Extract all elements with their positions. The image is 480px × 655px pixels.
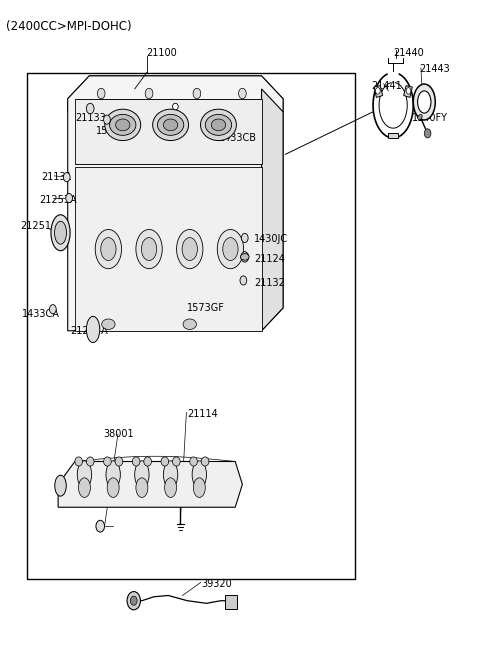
Circle shape xyxy=(96,520,105,532)
Text: 1140FY: 1140FY xyxy=(412,113,448,123)
Text: (2400CC>MPI-DOHC): (2400CC>MPI-DOHC) xyxy=(6,20,132,33)
Text: 21443: 21443 xyxy=(420,64,450,74)
Ellipse shape xyxy=(107,478,119,497)
Ellipse shape xyxy=(418,91,431,113)
Ellipse shape xyxy=(223,238,238,261)
Bar xyxy=(27,73,355,579)
Polygon shape xyxy=(68,76,283,331)
Polygon shape xyxy=(75,168,262,331)
Circle shape xyxy=(424,129,431,138)
Ellipse shape xyxy=(106,461,120,488)
Ellipse shape xyxy=(75,457,83,466)
Circle shape xyxy=(66,193,72,202)
Text: 21251A: 21251A xyxy=(20,221,58,231)
Circle shape xyxy=(241,252,249,262)
Text: 21441: 21441 xyxy=(372,81,402,90)
Ellipse shape xyxy=(240,253,249,260)
Ellipse shape xyxy=(163,119,178,131)
Text: 38001: 38001 xyxy=(104,429,134,439)
Ellipse shape xyxy=(205,115,232,136)
Circle shape xyxy=(241,233,248,242)
Ellipse shape xyxy=(135,461,149,488)
Circle shape xyxy=(49,305,56,314)
Ellipse shape xyxy=(132,457,140,466)
Ellipse shape xyxy=(182,238,197,261)
Circle shape xyxy=(104,115,110,124)
Text: 21132: 21132 xyxy=(254,278,285,288)
Text: 21253A: 21253A xyxy=(39,195,77,205)
Polygon shape xyxy=(388,133,398,138)
Ellipse shape xyxy=(86,457,94,466)
Bar xyxy=(225,595,237,608)
Circle shape xyxy=(127,591,141,610)
Ellipse shape xyxy=(109,115,136,136)
Polygon shape xyxy=(75,99,262,164)
Text: 21100: 21100 xyxy=(147,48,178,58)
Ellipse shape xyxy=(217,229,243,269)
Text: 1571TC: 1571TC xyxy=(96,126,133,136)
Ellipse shape xyxy=(165,478,177,497)
Ellipse shape xyxy=(102,319,115,329)
Ellipse shape xyxy=(163,461,178,488)
Circle shape xyxy=(240,276,247,285)
Ellipse shape xyxy=(177,229,203,269)
Ellipse shape xyxy=(172,103,178,110)
Polygon shape xyxy=(58,462,242,507)
Ellipse shape xyxy=(190,457,197,466)
Text: 1573GF: 1573GF xyxy=(187,303,225,313)
Ellipse shape xyxy=(211,119,226,131)
Circle shape xyxy=(131,596,137,605)
Text: 1433CB: 1433CB xyxy=(218,133,256,143)
Ellipse shape xyxy=(192,461,206,488)
Ellipse shape xyxy=(413,84,435,120)
Ellipse shape xyxy=(55,476,66,496)
Ellipse shape xyxy=(418,115,422,120)
Ellipse shape xyxy=(115,457,123,466)
Circle shape xyxy=(375,88,380,94)
Ellipse shape xyxy=(77,461,92,488)
Ellipse shape xyxy=(55,221,67,244)
Circle shape xyxy=(193,88,201,99)
Text: 21114: 21114 xyxy=(187,409,218,419)
Ellipse shape xyxy=(201,457,209,466)
Circle shape xyxy=(86,103,94,114)
Text: 21124: 21124 xyxy=(254,254,285,264)
Text: 1430JC: 1430JC xyxy=(254,234,288,244)
Ellipse shape xyxy=(136,229,162,269)
Ellipse shape xyxy=(78,478,90,497)
Circle shape xyxy=(239,88,246,99)
Circle shape xyxy=(145,88,153,99)
Circle shape xyxy=(97,88,105,99)
Text: 1433CA: 1433CA xyxy=(22,309,60,320)
Polygon shape xyxy=(404,86,412,98)
Text: 21133: 21133 xyxy=(75,113,106,123)
Ellipse shape xyxy=(157,115,184,136)
Ellipse shape xyxy=(172,457,180,466)
Polygon shape xyxy=(262,89,283,331)
Circle shape xyxy=(406,88,411,94)
Ellipse shape xyxy=(86,316,100,343)
Text: 21252A: 21252A xyxy=(70,326,108,336)
Ellipse shape xyxy=(51,215,70,251)
Text: 21131: 21131 xyxy=(41,172,72,182)
Text: 21440: 21440 xyxy=(393,48,424,58)
Ellipse shape xyxy=(183,319,196,329)
Ellipse shape xyxy=(136,478,148,497)
Ellipse shape xyxy=(153,109,189,141)
Ellipse shape xyxy=(193,478,205,497)
Ellipse shape xyxy=(142,238,157,261)
Ellipse shape xyxy=(105,109,141,141)
Polygon shape xyxy=(68,76,283,112)
Ellipse shape xyxy=(201,109,237,141)
Polygon shape xyxy=(374,86,383,98)
Ellipse shape xyxy=(101,238,116,261)
Ellipse shape xyxy=(95,229,121,269)
Ellipse shape xyxy=(161,457,168,466)
Text: 39320: 39320 xyxy=(202,580,232,590)
Ellipse shape xyxy=(144,457,152,466)
Ellipse shape xyxy=(104,457,111,466)
Ellipse shape xyxy=(116,119,130,131)
Circle shape xyxy=(63,173,70,181)
